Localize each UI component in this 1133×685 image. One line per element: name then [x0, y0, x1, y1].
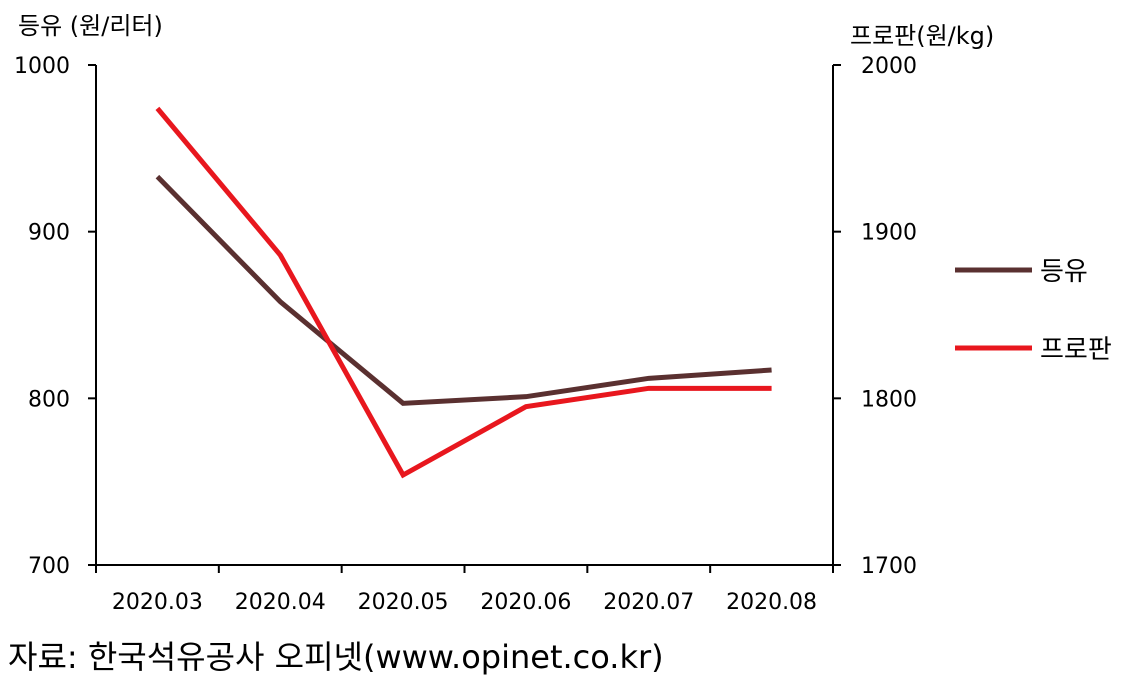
chart: 등유 (원/리터) 프로판(원/kg) 700 800 900 1000 1700 180… — [14, 12, 1112, 615]
y-right-tick-label: 1900 — [861, 221, 917, 246]
x-tick-label: 2020.07 — [603, 590, 694, 615]
y-right-axis-title: 프로판(원/kg) — [850, 22, 994, 50]
axes: 700 800 900 1000 1700 1800 1900 2000 2020.03 2020… — [14, 54, 917, 615]
y-left-tick-label: 1000 — [14, 54, 70, 79]
x-tick-label: 2020.03 — [112, 590, 203, 615]
y-left-tick-label: 900 — [28, 221, 70, 246]
x-tick-label: 2020.05 — [358, 590, 449, 615]
series-line-1 — [155, 106, 772, 479]
y-left-tick-label: 700 — [28, 554, 70, 579]
legend-label-1: 프로판 — [1040, 335, 1112, 365]
y-left-axis-title: 등유 (원/리터) — [18, 12, 163, 40]
legend-label-0: 등유 — [1040, 257, 1088, 287]
series-group — [155, 106, 772, 479]
y-right-tick-label: 1800 — [861, 387, 917, 412]
x-tick-label: 2020.08 — [726, 590, 817, 615]
x-tick-label: 2020.06 — [480, 590, 571, 615]
y-left-tick-label: 800 — [28, 387, 70, 412]
series-line-0 — [155, 174, 772, 406]
y-right-tick-label: 2000 — [861, 54, 917, 79]
x-tick-label: 2020.04 — [235, 590, 326, 615]
y-right-tick-label: 1700 — [861, 554, 917, 579]
source-note: 자료: 한국석유공사 오피넷(www.opinet.co.kr) — [8, 638, 664, 676]
